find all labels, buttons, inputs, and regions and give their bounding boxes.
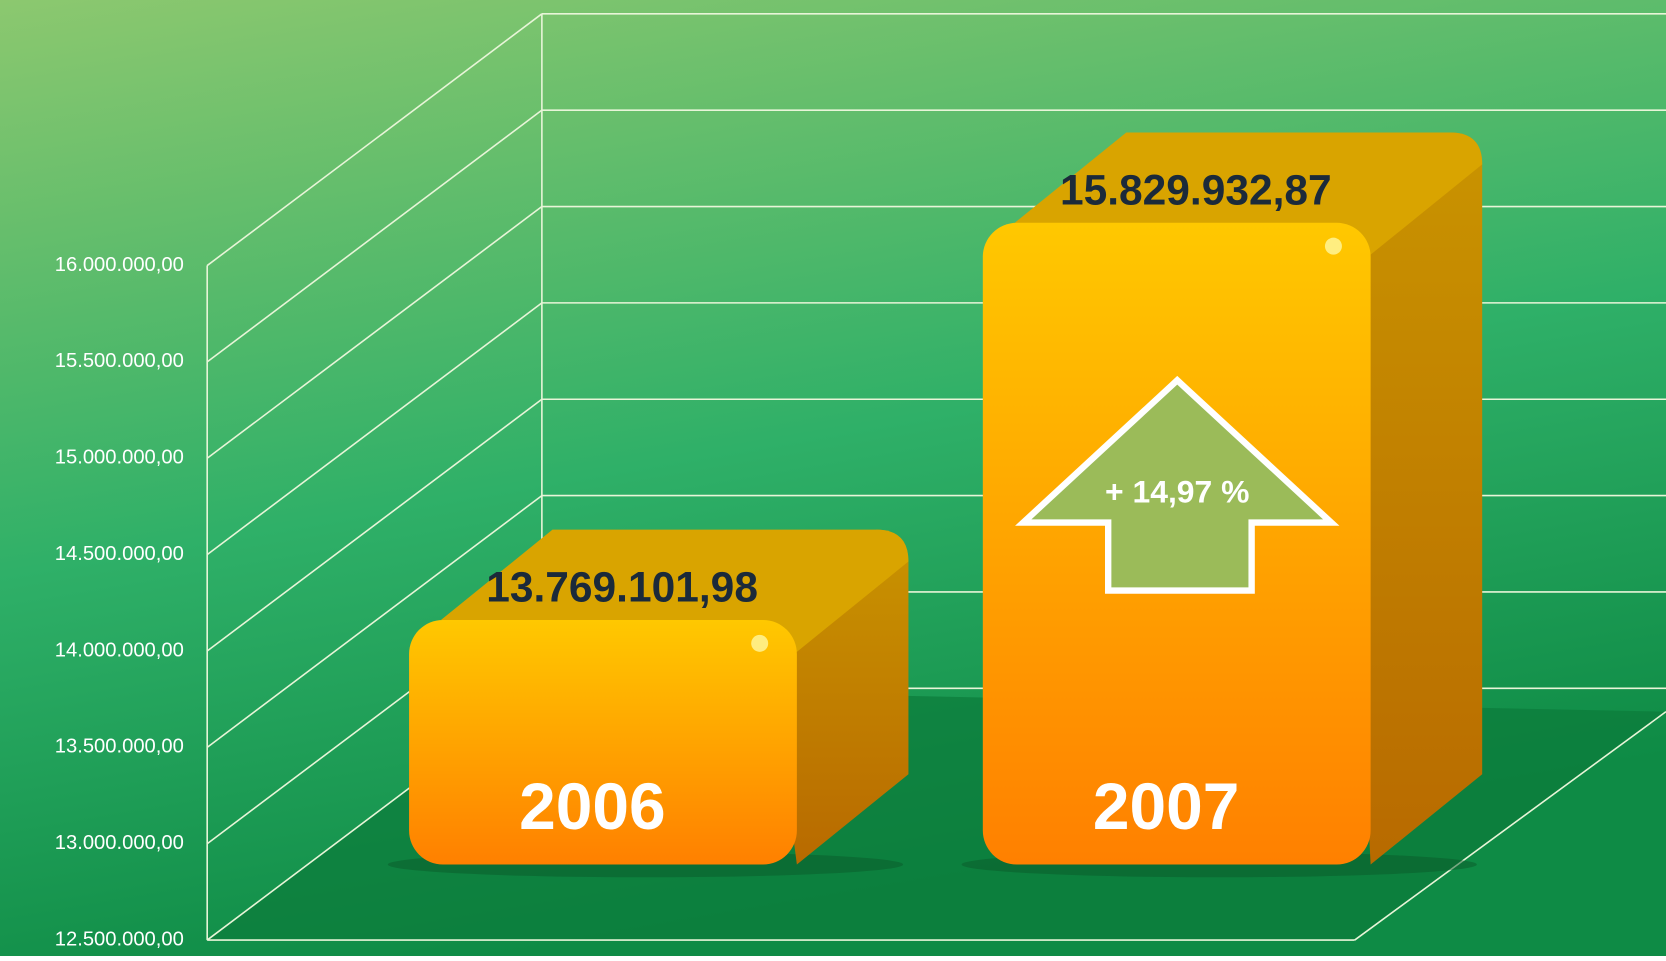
y-tick-label: 15.000.000,00 xyxy=(55,447,184,469)
y-tick-label: 15.500.000,00 xyxy=(55,350,184,372)
category-label: 2006 xyxy=(519,769,666,843)
category-label: 2007 xyxy=(1093,769,1240,843)
value-label: 13.769.101,98 xyxy=(486,564,758,611)
y-tick-label: 14.000.000,00 xyxy=(55,639,184,661)
y-tick-label: 13.500.000,00 xyxy=(55,736,184,758)
chart: 12.500.000,00 13.000.000,00 13.500.000,00 1… xyxy=(0,0,1666,956)
bar-highlight xyxy=(1325,238,1342,255)
y-tick-label: 13.000.000,00 xyxy=(55,832,184,854)
bar-highlight xyxy=(751,635,768,652)
annotation: + 14,97 % xyxy=(1105,473,1249,509)
y-tick-label: 16.000.000,00 xyxy=(55,254,184,276)
y-tick-label: 14.500.000,00 xyxy=(55,543,184,565)
value-label: 15.829.932,87 xyxy=(1060,167,1332,214)
y-tick-label: 12.500.000,00 xyxy=(55,928,184,950)
